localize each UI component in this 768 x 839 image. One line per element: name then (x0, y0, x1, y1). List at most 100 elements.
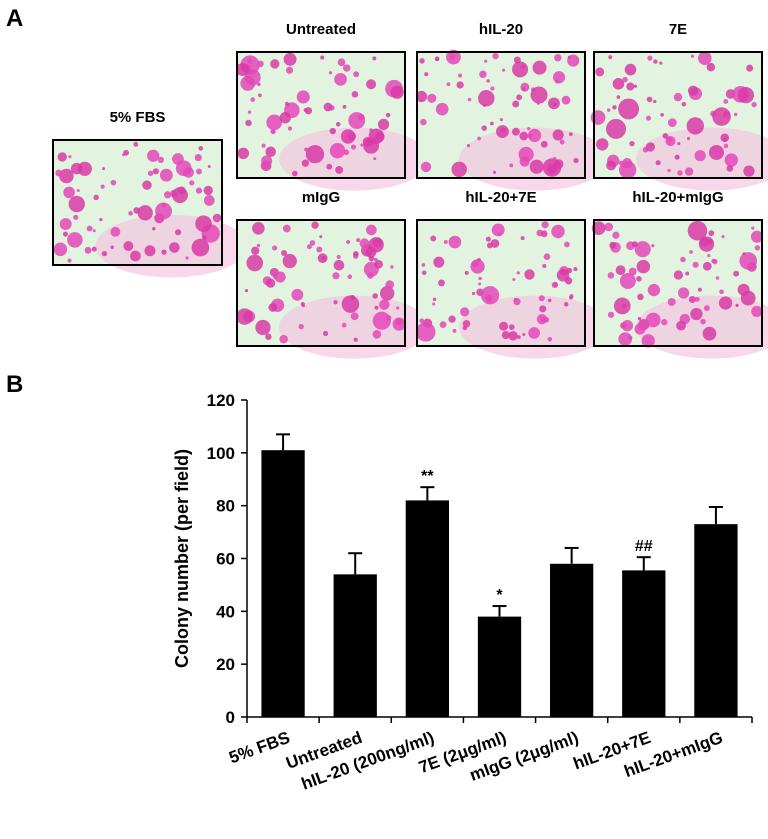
colony (258, 93, 262, 98)
colony (688, 296, 696, 304)
colony (244, 288, 249, 293)
colony (372, 311, 391, 330)
colony (372, 293, 379, 299)
colony (508, 331, 518, 341)
colony (666, 136, 672, 143)
colony (660, 112, 664, 117)
colony (484, 59, 488, 63)
error-bar (564, 546, 579, 564)
colony (715, 149, 723, 157)
colony (591, 221, 606, 236)
colony (194, 153, 202, 162)
colony (653, 99, 657, 104)
image-haze (636, 295, 768, 359)
image-frame (593, 219, 763, 347)
colony (735, 303, 739, 307)
colony (687, 85, 699, 96)
y-tick-label: 40 (216, 602, 235, 621)
colony (636, 276, 642, 282)
image-label: 5% FBS (110, 109, 166, 126)
colony (373, 157, 377, 161)
colony (343, 64, 351, 72)
colony (607, 311, 615, 318)
colony (540, 230, 548, 238)
colony (697, 287, 702, 292)
colony (163, 191, 172, 199)
colony (690, 128, 696, 134)
colony (326, 163, 333, 170)
colony (189, 180, 195, 186)
colony (62, 231, 68, 237)
colony (522, 87, 526, 91)
colony (618, 98, 640, 120)
colony (673, 92, 683, 102)
colony (84, 246, 92, 254)
colony (137, 205, 153, 221)
colony (142, 180, 152, 190)
colony (287, 126, 293, 131)
colony (443, 239, 448, 244)
colony (573, 157, 579, 164)
colony (686, 117, 704, 135)
colony (707, 254, 711, 258)
colony (612, 105, 617, 110)
colony (67, 232, 83, 248)
colony (68, 195, 85, 213)
colony (366, 79, 377, 90)
colony (481, 125, 487, 131)
colony (621, 319, 634, 332)
colony (564, 241, 570, 248)
y-tick-label: 120 (207, 391, 235, 410)
colony (751, 226, 755, 230)
colony (513, 298, 521, 306)
colony (110, 179, 117, 186)
colony (360, 143, 364, 147)
colony (343, 149, 350, 156)
colony (646, 96, 653, 103)
colony (430, 235, 437, 242)
colony (462, 320, 471, 328)
colony (703, 305, 710, 311)
colony (715, 276, 720, 280)
colony (268, 303, 278, 312)
colony (684, 167, 694, 176)
colony (274, 271, 286, 283)
colony (159, 168, 173, 182)
colony (390, 85, 404, 99)
colony (733, 270, 740, 277)
colony (612, 231, 620, 239)
colony (203, 185, 213, 196)
micrograph (236, 51, 431, 191)
colony (653, 59, 658, 64)
significance-mark: ** (421, 468, 434, 485)
colony (432, 302, 436, 306)
colony (304, 107, 313, 115)
colony (247, 110, 252, 114)
colony (272, 245, 278, 251)
colony (555, 79, 560, 84)
micrograph (590, 51, 768, 191)
colony (751, 101, 757, 108)
colony (169, 242, 180, 253)
colony (477, 136, 481, 141)
colony (685, 271, 690, 276)
colony (421, 270, 427, 276)
colony (568, 132, 573, 137)
colony (698, 236, 715, 252)
colony (195, 187, 203, 194)
colony (629, 141, 635, 147)
image-label: hIL-20+mIgG (632, 189, 723, 206)
colony (347, 274, 353, 280)
colony (336, 254, 341, 259)
colony (667, 297, 676, 306)
colony (509, 163, 514, 168)
colony (283, 52, 297, 66)
colony (291, 288, 304, 301)
colony (432, 297, 437, 302)
micrograph (415, 219, 611, 359)
image-frame (236, 51, 406, 179)
colony (698, 51, 712, 65)
colony (530, 86, 548, 104)
colony (256, 243, 261, 248)
colony (645, 115, 652, 121)
